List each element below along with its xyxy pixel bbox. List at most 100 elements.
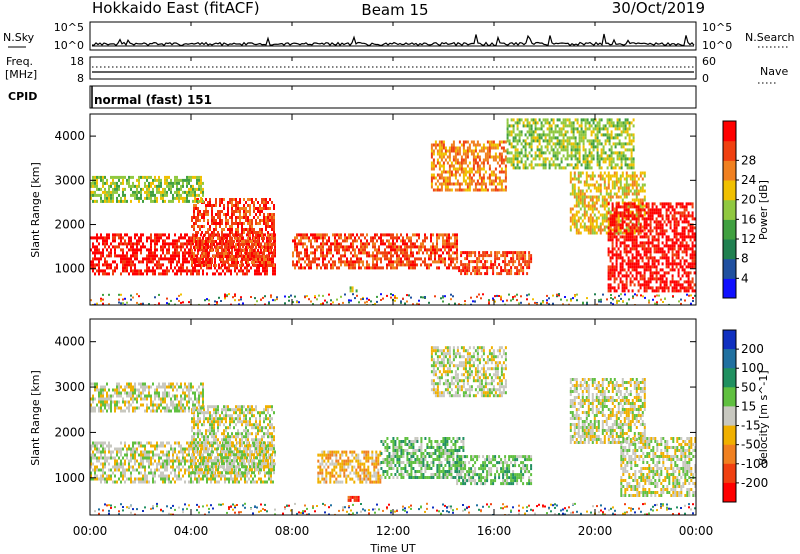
nsky-tick-bottom: 10^0	[54, 39, 84, 52]
nsky-trace	[91, 33, 695, 47]
power-colorbar-tick-label-5: 24	[741, 173, 756, 187]
power-ytick-label-0: 1000	[54, 262, 85, 276]
cpid-value: normal (fast) 151	[94, 93, 212, 107]
velocity-ytick-label-0: 1000	[54, 471, 85, 485]
velocity-ytick-label-2: 3000	[54, 380, 85, 394]
power-region-2	[90, 175, 204, 203]
power-colorbar-tick-label-2: 12	[741, 232, 756, 246]
velocity-colorbar-tick-label-2: 50	[741, 380, 756, 394]
velocity-colorbar: Velocity [m s^-1] 200 100 50 15 -15 -50 -100 -2…	[722, 329, 770, 503]
xtick-label-4: 16:00	[477, 524, 512, 538]
velocity-colorbar-tick-label-1: 100	[741, 361, 764, 375]
power-colorbar-swatch-0	[723, 278, 736, 299]
title-right: 30/Oct/2019	[612, 0, 705, 17]
velocity-colorbar-swatch-6	[723, 444, 736, 465]
velocity-colorbar-tick-label-6: -100	[741, 457, 768, 471]
velocity-region-6	[430, 346, 507, 398]
x-axis-label: Time UT	[369, 542, 415, 554]
velocity-y-ticks: 1000 2000 3000 4000	[54, 335, 696, 485]
velocity-colorbar-tick-label-3: 15	[741, 399, 756, 413]
power-ytick-label-1: 2000	[54, 218, 85, 232]
xtick-label-0: 00:00	[73, 524, 108, 538]
power-panel: 1000 2000 3000 4000 Slant Range [km]	[29, 113, 697, 306]
velocity-region-4	[380, 437, 465, 479]
power-heatmap-cells	[90, 118, 696, 305]
velocity-colorbar-frame	[722, 329, 737, 503]
nave-tick-bottom: 0	[702, 72, 709, 85]
xtick-label-2: 08:00	[275, 524, 310, 538]
velocity-colorbar-swatch-4	[723, 406, 736, 426]
power-region-3	[292, 233, 458, 270]
cpid-label: CPID	[8, 90, 37, 103]
power-colorbar-swatch-4	[723, 199, 736, 220]
velocity-colorbar-swatch-8	[723, 482, 736, 503]
freq-label-line1: Freq.	[6, 55, 33, 68]
power-y-ticks: 1000 2000 3000 4000	[54, 129, 696, 276]
nsearch-tick-bottom: 10^0	[702, 39, 732, 52]
nave-tick-top: 60	[702, 55, 716, 68]
power-colorbar-swatch-8	[723, 121, 736, 142]
velocity-colorbar-swatch-3	[723, 387, 736, 407]
velocity-colorbar-tick-label-5: -50	[741, 438, 761, 452]
power-colorbar-tick-label-6: 28	[741, 153, 756, 167]
velocity-region-3	[317, 450, 382, 484]
nsky-panel: 10^5 10^0 10^5 10^0 N.Sky N.Search	[3, 21, 795, 52]
velocity-region-8	[620, 437, 696, 497]
title-left: Hokkaido East (fitACF)	[92, 0, 260, 17]
power-colorbar-tick-label-3: 16	[741, 212, 756, 226]
velocity-colorbar-label: Velocity [m s^-1]	[757, 370, 770, 465]
velocity-y-axis-label: Slant Range [km]	[29, 370, 42, 466]
xtick-label-1: 04:00	[174, 524, 209, 538]
power-colorbar-label: Power [dB]	[757, 180, 770, 240]
cpid-panel: normal (fast) 151 CPID	[8, 85, 697, 109]
xtick-label-5: 20:00	[578, 524, 613, 538]
power-region-4	[349, 286, 358, 293]
velocity-colorbar-swatch-2	[723, 368, 736, 388]
velocity-colorbar-swatch-0	[723, 330, 736, 350]
power-colorbar-swatch-5	[723, 180, 736, 201]
power-colorbar-swatch-3	[723, 219, 736, 240]
velocity-region-7	[569, 378, 646, 444]
velocity-ytick-label-3: 4000	[54, 335, 85, 349]
power-colorbar-swatch-6	[723, 160, 736, 181]
velocity-ytick-label-1: 2000	[54, 425, 85, 439]
nave-label: Nave	[760, 65, 788, 78]
freq-tick-top: 18	[70, 55, 84, 68]
velocity-region-1	[191, 405, 275, 475]
title-center: Beam 15	[361, 1, 428, 19]
power-ytick-label-2: 3000	[54, 173, 85, 187]
velocity-colorbar-tick-label-0: 200	[741, 342, 764, 356]
power-colorbar-swatch-1	[723, 258, 736, 279]
power-region-8	[607, 202, 696, 293]
freq-tick-bottom: 8	[77, 72, 84, 85]
xtick-label-6: 00:00	[679, 524, 714, 538]
power-near-range-scatter	[90, 293, 696, 305]
nsky-label: N.Sky	[3, 31, 35, 44]
power-colorbar: Power [dB] 4 8 12 16 20 24 28	[722, 120, 770, 299]
power-ytick-label-3: 4000	[54, 129, 85, 143]
velocity-near-range-scatter	[94, 502, 696, 515]
power-colorbar-tick-label-0: 4	[741, 271, 749, 285]
velocity-panel: 1000 2000 3000 4000 Slant Range [km]	[29, 318, 697, 516]
velocity-heatmap-cells	[90, 346, 696, 515]
velocity-colorbar-swatch-1	[723, 349, 736, 369]
velocity-colorbar-tick-label-4: -15	[741, 419, 761, 433]
power-y-axis-label: Slant Range [km]	[29, 162, 42, 258]
velocity-colorbar-swatch-7	[723, 463, 736, 484]
power-colorbar-tick-label-1: 8	[741, 252, 749, 266]
nsearch-label: N.Search	[745, 31, 795, 44]
power-colorbar-swatch-2	[723, 239, 736, 260]
nsearch-tick-top: 10^5	[702, 21, 732, 34]
xtick-label-3: 12:00	[376, 524, 411, 538]
power-region-9	[506, 118, 635, 170]
velocity-region-2	[90, 382, 204, 413]
power-region-1	[191, 198, 275, 267]
velocity-colorbar-swatch-5	[723, 425, 736, 446]
velocity-region-9	[347, 495, 360, 502]
power-colorbar-swatch-7	[723, 140, 736, 161]
nsky-tick-top: 10^5	[54, 21, 84, 34]
freq-panel: 18 8 60 0 Freq. [MHz] Nave	[5, 55, 788, 85]
x-axis: Time UT 00:00 04:00 08:00 12:00 16:00 20:00 00…	[73, 22, 714, 554]
power-region-6	[430, 140, 507, 192]
